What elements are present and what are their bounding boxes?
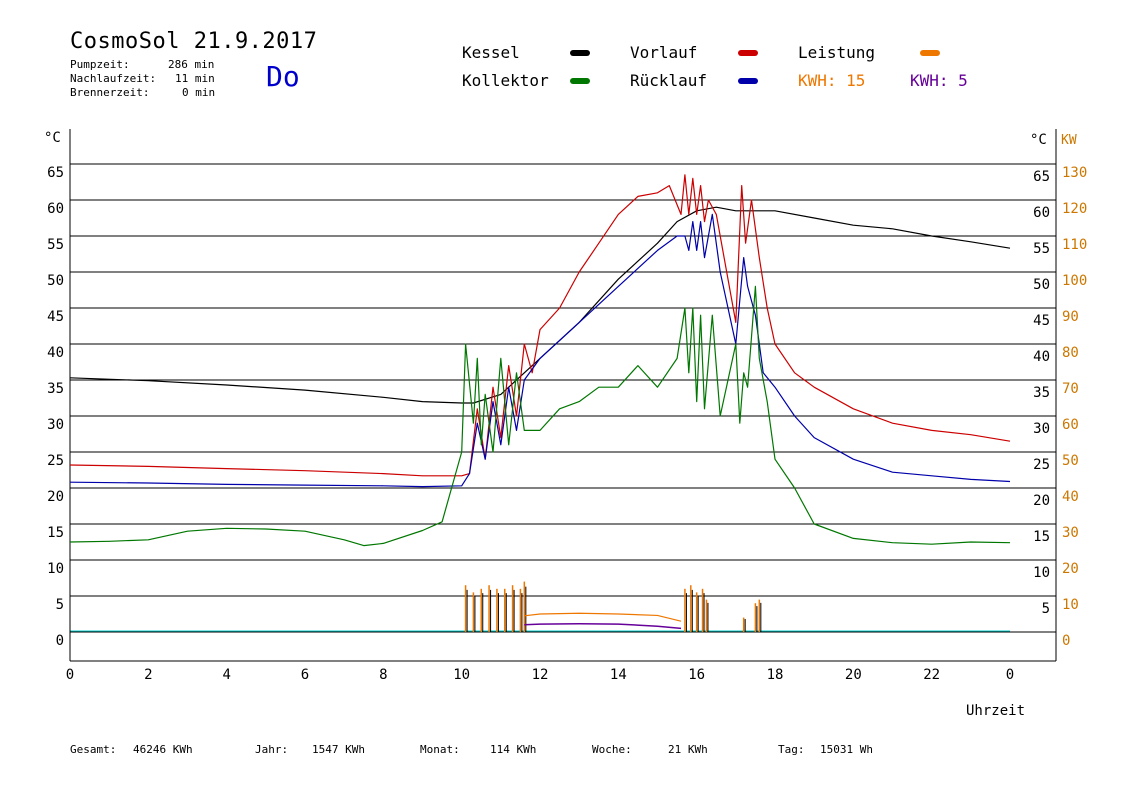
y-tick-right: 35 (1033, 385, 1050, 401)
y-tick-right: 40 (1033, 349, 1050, 365)
page-title: CosmoSol 21.9.2017 (70, 29, 318, 54)
legend-kwh-total: KWH: 15 (798, 71, 866, 90)
y-tick-right: 55 (1033, 241, 1050, 257)
y-tick-kw: 10 (1062, 597, 1079, 613)
x-tick: 18 (767, 667, 784, 683)
pump-time-value: 286 min (168, 58, 215, 71)
x-tick: 2 (144, 667, 152, 683)
legend-kwh-secondary: KWH: 5 (910, 71, 968, 90)
total-day-value: 15031 Wh (820, 743, 873, 756)
y-tick-left: 20 (47, 489, 64, 505)
y-tick-left: 55 (47, 237, 64, 253)
power-secondary-line (524, 622, 682, 630)
x-axis-title: Uhrzeit (966, 703, 1025, 719)
y-tick-left: 65 (47, 165, 64, 181)
total-year-value: 1547 KWh (312, 743, 365, 756)
series-kollektor (69, 285, 1011, 547)
total-week-value: 21 KWh (668, 743, 708, 756)
y-tick-kw: 30 (1062, 525, 1079, 541)
x-tick: 12 (532, 667, 549, 683)
y-tick-kw: 130 (1062, 165, 1087, 181)
legend-leistung-swatch (920, 50, 940, 56)
x-tick: 20 (845, 667, 862, 683)
y-tick-kw: 90 (1062, 309, 1079, 325)
total-all-label: Gesamt: (70, 743, 117, 756)
y-tick-left: 25 (47, 453, 64, 469)
y-tick-kw: 80 (1062, 345, 1079, 361)
y-tick-kw: 60 (1062, 417, 1079, 433)
series-kessel (69, 206, 1011, 404)
y-tick-left: 35 (47, 381, 64, 397)
series-vorlauf (69, 174, 1011, 477)
y-tick-left: 30 (47, 417, 64, 433)
y-tick-kw: 110 (1062, 237, 1087, 253)
x-tick: 0 (66, 667, 74, 683)
followup-time-label: Nachlaufzeit: (70, 72, 157, 85)
y-tick-kw: 100 (1062, 273, 1087, 289)
legend-leistung: Leistung (798, 43, 876, 62)
y-tick-right: 65 (1033, 169, 1050, 185)
y-tick-right: 25 (1033, 457, 1050, 473)
legend-kessel: Kessel (462, 43, 520, 62)
y-tick-left: 45 (47, 309, 64, 325)
y-tick-left: 50 (47, 273, 64, 289)
y-axis-right-unit: °C (1030, 132, 1047, 148)
y-tick-right: 15 (1033, 529, 1050, 545)
total-all-value: 46246 KWh (133, 743, 193, 756)
pump-time-label: Pumpzeit: (70, 58, 130, 71)
y-tick-left: 40 (47, 345, 64, 361)
followup-time-value: 11 min (175, 72, 215, 85)
burner-time-label: Brennerzeit: (70, 86, 150, 99)
series-ruecklauf (69, 213, 1011, 488)
y-tick-left: 10 (47, 561, 64, 577)
y-tick-kw: 50 (1062, 453, 1079, 469)
total-week-label: Woche: (592, 743, 632, 756)
y-tick-left: 15 (47, 525, 64, 541)
y-tick-kw: 20 (1062, 561, 1079, 577)
total-year-label: Jahr: (255, 743, 289, 756)
y-tick-right: 30 (1033, 421, 1050, 437)
x-tick: 6 (301, 667, 309, 683)
total-day-label: Tag: (778, 743, 805, 756)
y-tick-right: 5 (1042, 601, 1050, 617)
x-tick: 16 (688, 667, 705, 683)
burner-time-value: 0 min (182, 86, 216, 99)
total-month-value: 114 KWh (490, 743, 537, 756)
y-axis-left-unit: °C (44, 130, 61, 146)
power-leistung-line (524, 612, 682, 622)
x-tick: 14 (610, 667, 627, 683)
legend-vorlauf-swatch (738, 50, 758, 56)
x-tick: 22 (923, 667, 940, 683)
x-tick: 0 (1006, 667, 1014, 683)
y-tick-right: 45 (1033, 313, 1050, 329)
x-tick: 4 (222, 667, 230, 683)
y-tick-left: 60 (47, 201, 64, 217)
y-tick-left: 0 (56, 633, 64, 649)
y-tick-left: 5 (56, 597, 64, 613)
legend-kollektor-swatch (570, 78, 590, 84)
weekday-label: Do (266, 60, 300, 93)
legend-ruecklauf: Rücklauf (630, 71, 708, 90)
y-tick-right: 60 (1033, 205, 1050, 221)
x-tick: 8 (379, 667, 387, 683)
legend-vorlauf: Vorlauf (630, 43, 698, 62)
y-tick-kw: 40 (1062, 489, 1079, 505)
y-axis-kw-unit: KW (1061, 133, 1077, 148)
x-tick: 10 (453, 667, 470, 683)
legend-ruecklauf-swatch (738, 78, 758, 84)
y-tick-right: 20 (1033, 493, 1050, 509)
legend-kollektor: Kollektor (462, 71, 549, 90)
y-tick-kw: 120 (1062, 201, 1087, 217)
y-tick-right: 10 (1033, 565, 1050, 581)
y-tick-right: 50 (1033, 277, 1050, 293)
y-tick-kw: 0 (1062, 633, 1070, 649)
legend-kessel-swatch (570, 50, 590, 56)
total-month-label: Monat: (420, 743, 460, 756)
y-tick-kw: 70 (1062, 381, 1079, 397)
